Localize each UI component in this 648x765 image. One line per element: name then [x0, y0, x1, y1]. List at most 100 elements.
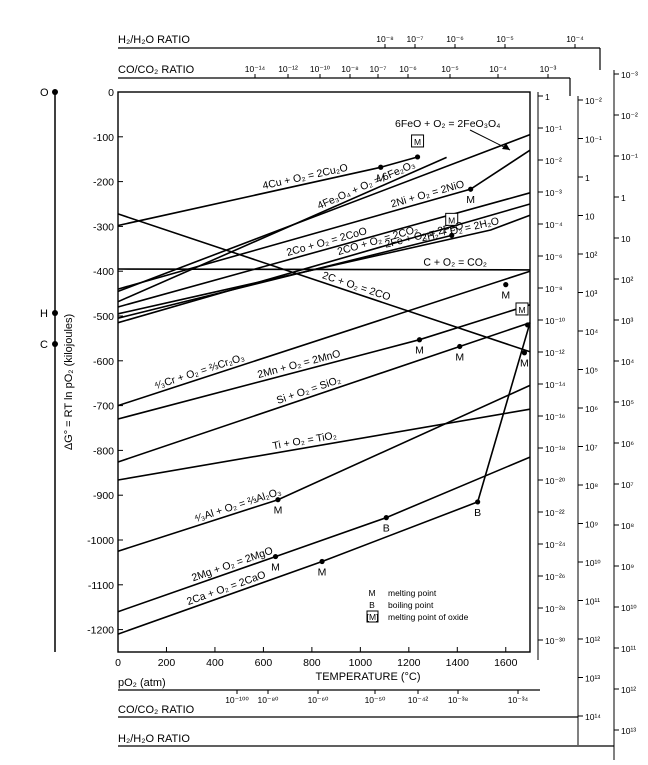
po2-right-label: 10⁻⁴	[545, 220, 563, 230]
co-co2-right-label: 10⁴	[585, 327, 598, 337]
marker-dot	[383, 515, 389, 521]
marker-label: M	[501, 290, 510, 302]
h2-h2o-right-label: 10¹⁰	[621, 603, 637, 613]
y-tick-label: -1200	[87, 625, 114, 637]
series-line-7	[117, 234, 452, 319]
h2-h2o-label-bottom: H₂/H₂O RATIO	[118, 733, 190, 745]
marker-label: B	[474, 507, 481, 519]
co-co2-right-label: 10¹¹	[585, 597, 600, 607]
pivot-point	[52, 341, 58, 347]
series-line-6	[117, 214, 531, 315]
x-tick-label: 1600	[494, 657, 518, 669]
h2-h2o-right-label: 10¹³	[621, 726, 636, 736]
marker-dot	[378, 164, 384, 170]
marker-dot	[468, 186, 474, 192]
y-axis-ticks: 0 -100 -200 -300 -400 -500 -600 -700 -800 -900 -10…	[87, 87, 123, 637]
po2-bottom-label: 10⁻⁸⁰	[258, 695, 280, 705]
co-co2-right-label: 10¹⁰	[585, 558, 601, 568]
series-line-16	[117, 322, 531, 635]
y-tick-label: -300	[93, 221, 114, 233]
h2-h2o-right-label: 10¹¹	[621, 644, 636, 654]
h2-h2o-top-label: 10⁻⁸	[376, 34, 394, 44]
series-line-4	[117, 192, 531, 308]
h2-h2o-right-label: 10³	[621, 316, 633, 326]
series-label: 2Mn + O₂ = 2MnO	[256, 348, 341, 381]
po2-right-label: 10⁻⁸	[545, 284, 563, 294]
co-co2-top-label: 10⁻⁸	[341, 64, 359, 74]
h2-h2o-label-top: H₂/H₂O RATIO	[118, 34, 190, 46]
y-tick-label: -600	[93, 356, 114, 368]
marker-dot	[521, 350, 528, 356]
series-label: 6FeO + O₂ = 2FeO₃O₄	[395, 118, 500, 130]
h2-h2o-top-label: 10⁻⁷	[406, 34, 423, 44]
x-tick-label: 600	[255, 657, 273, 669]
oxide-marker-box	[445, 212, 459, 226]
marker-label: B	[383, 523, 390, 535]
marker-label: M	[466, 194, 475, 206]
co-co2-top-label: 10⁻¹²	[278, 64, 298, 74]
co-co2-right-label: 1	[585, 173, 590, 183]
h2-h2o-right-label: 10⁹	[621, 562, 634, 572]
co-co2-right-label: 10	[585, 212, 595, 222]
co-co2-top-label: 10⁻⁵	[441, 64, 458, 74]
co-co2-right-label: 10⁻¹	[585, 135, 602, 145]
y-tick-label: 0	[108, 87, 114, 99]
pivot-label: H	[40, 308, 48, 320]
y-tick-label: -800	[93, 445, 114, 457]
po2-bottom-label: 10⁻⁵⁰	[365, 695, 386, 705]
legend-text: boiling point	[388, 600, 434, 610]
y-tick-label: -500	[93, 311, 114, 323]
h2-h2o-right-label: 10⁻³	[621, 70, 638, 80]
marker-label: M	[271, 562, 280, 574]
co-co2-right-label: 10²	[585, 250, 597, 260]
po2-right-label: 10⁻¹⁸	[545, 444, 566, 454]
co-co2-right-label: 10⁻²	[585, 96, 602, 106]
marker-dot	[457, 343, 463, 350]
po2-right-label: 1	[545, 92, 550, 102]
x-tick-label: 0	[115, 657, 121, 669]
oxide-marker-label: M	[518, 305, 525, 315]
x-tick-label: 1200	[397, 657, 421, 669]
co-co2-top-label: 10⁻¹⁰	[310, 64, 331, 74]
po2-right-label: 10⁻¹⁶	[545, 412, 565, 422]
marker-label: M	[376, 172, 385, 184]
co-co2-top-label: 10⁻¹⁴	[245, 64, 266, 74]
y-tick-label: -400	[93, 266, 114, 278]
po2-right-label: 10⁻²⁰	[545, 476, 566, 486]
legend-symbol: [M]	[367, 612, 379, 622]
h2-h2o-right-label: 10¹²	[621, 685, 636, 695]
co-co2-right-label: 10⁵	[585, 366, 598, 376]
oxide-marker-label: M	[414, 137, 421, 147]
legend-symbol: B	[369, 600, 375, 610]
y-tick-label: -1000	[87, 535, 114, 547]
series-label: 2C + O₂ = 2CO	[321, 270, 392, 304]
marker-dot	[272, 553, 279, 560]
h2-h2o-top-label: 10⁻⁴	[566, 34, 584, 44]
po2-right-label: 10⁻⁶	[545, 252, 562, 262]
po2-right-label: 10⁻¹²	[545, 348, 565, 358]
h2-h2o-right-label: 10⁻¹	[621, 152, 638, 162]
h2-h2o-right-label: 10⁷	[621, 480, 634, 490]
marker-label: M	[274, 505, 283, 517]
label-arrow	[469, 129, 511, 151]
label-arrowhead	[502, 143, 510, 150]
po2-bottom-label: 10⁻⁶⁰	[308, 695, 329, 705]
series-line-8	[117, 268, 531, 271]
po2-bottom-label: 10⁻⁴²	[408, 695, 429, 705]
plot-area-border	[117, 91, 531, 653]
co-co2-right-label: 10⁹	[585, 520, 598, 530]
series-line-15	[117, 456, 531, 613]
co-co2-top-label: 10⁻⁴	[489, 64, 507, 74]
co-co2-right-label: 10⁸	[585, 481, 598, 491]
co-co2-right-label: 10⁶	[585, 404, 598, 414]
po2-right-label: 10⁻²⁶	[545, 572, 565, 582]
y-tick-label: -200	[93, 177, 114, 189]
h2-h2o-right-label: 10²	[621, 275, 633, 285]
h2-h2o-right-label: 10⁶	[621, 439, 634, 449]
po2-right-label: 10⁻¹	[545, 124, 562, 134]
pivot-point	[52, 89, 58, 95]
series-line-2	[117, 133, 531, 293]
